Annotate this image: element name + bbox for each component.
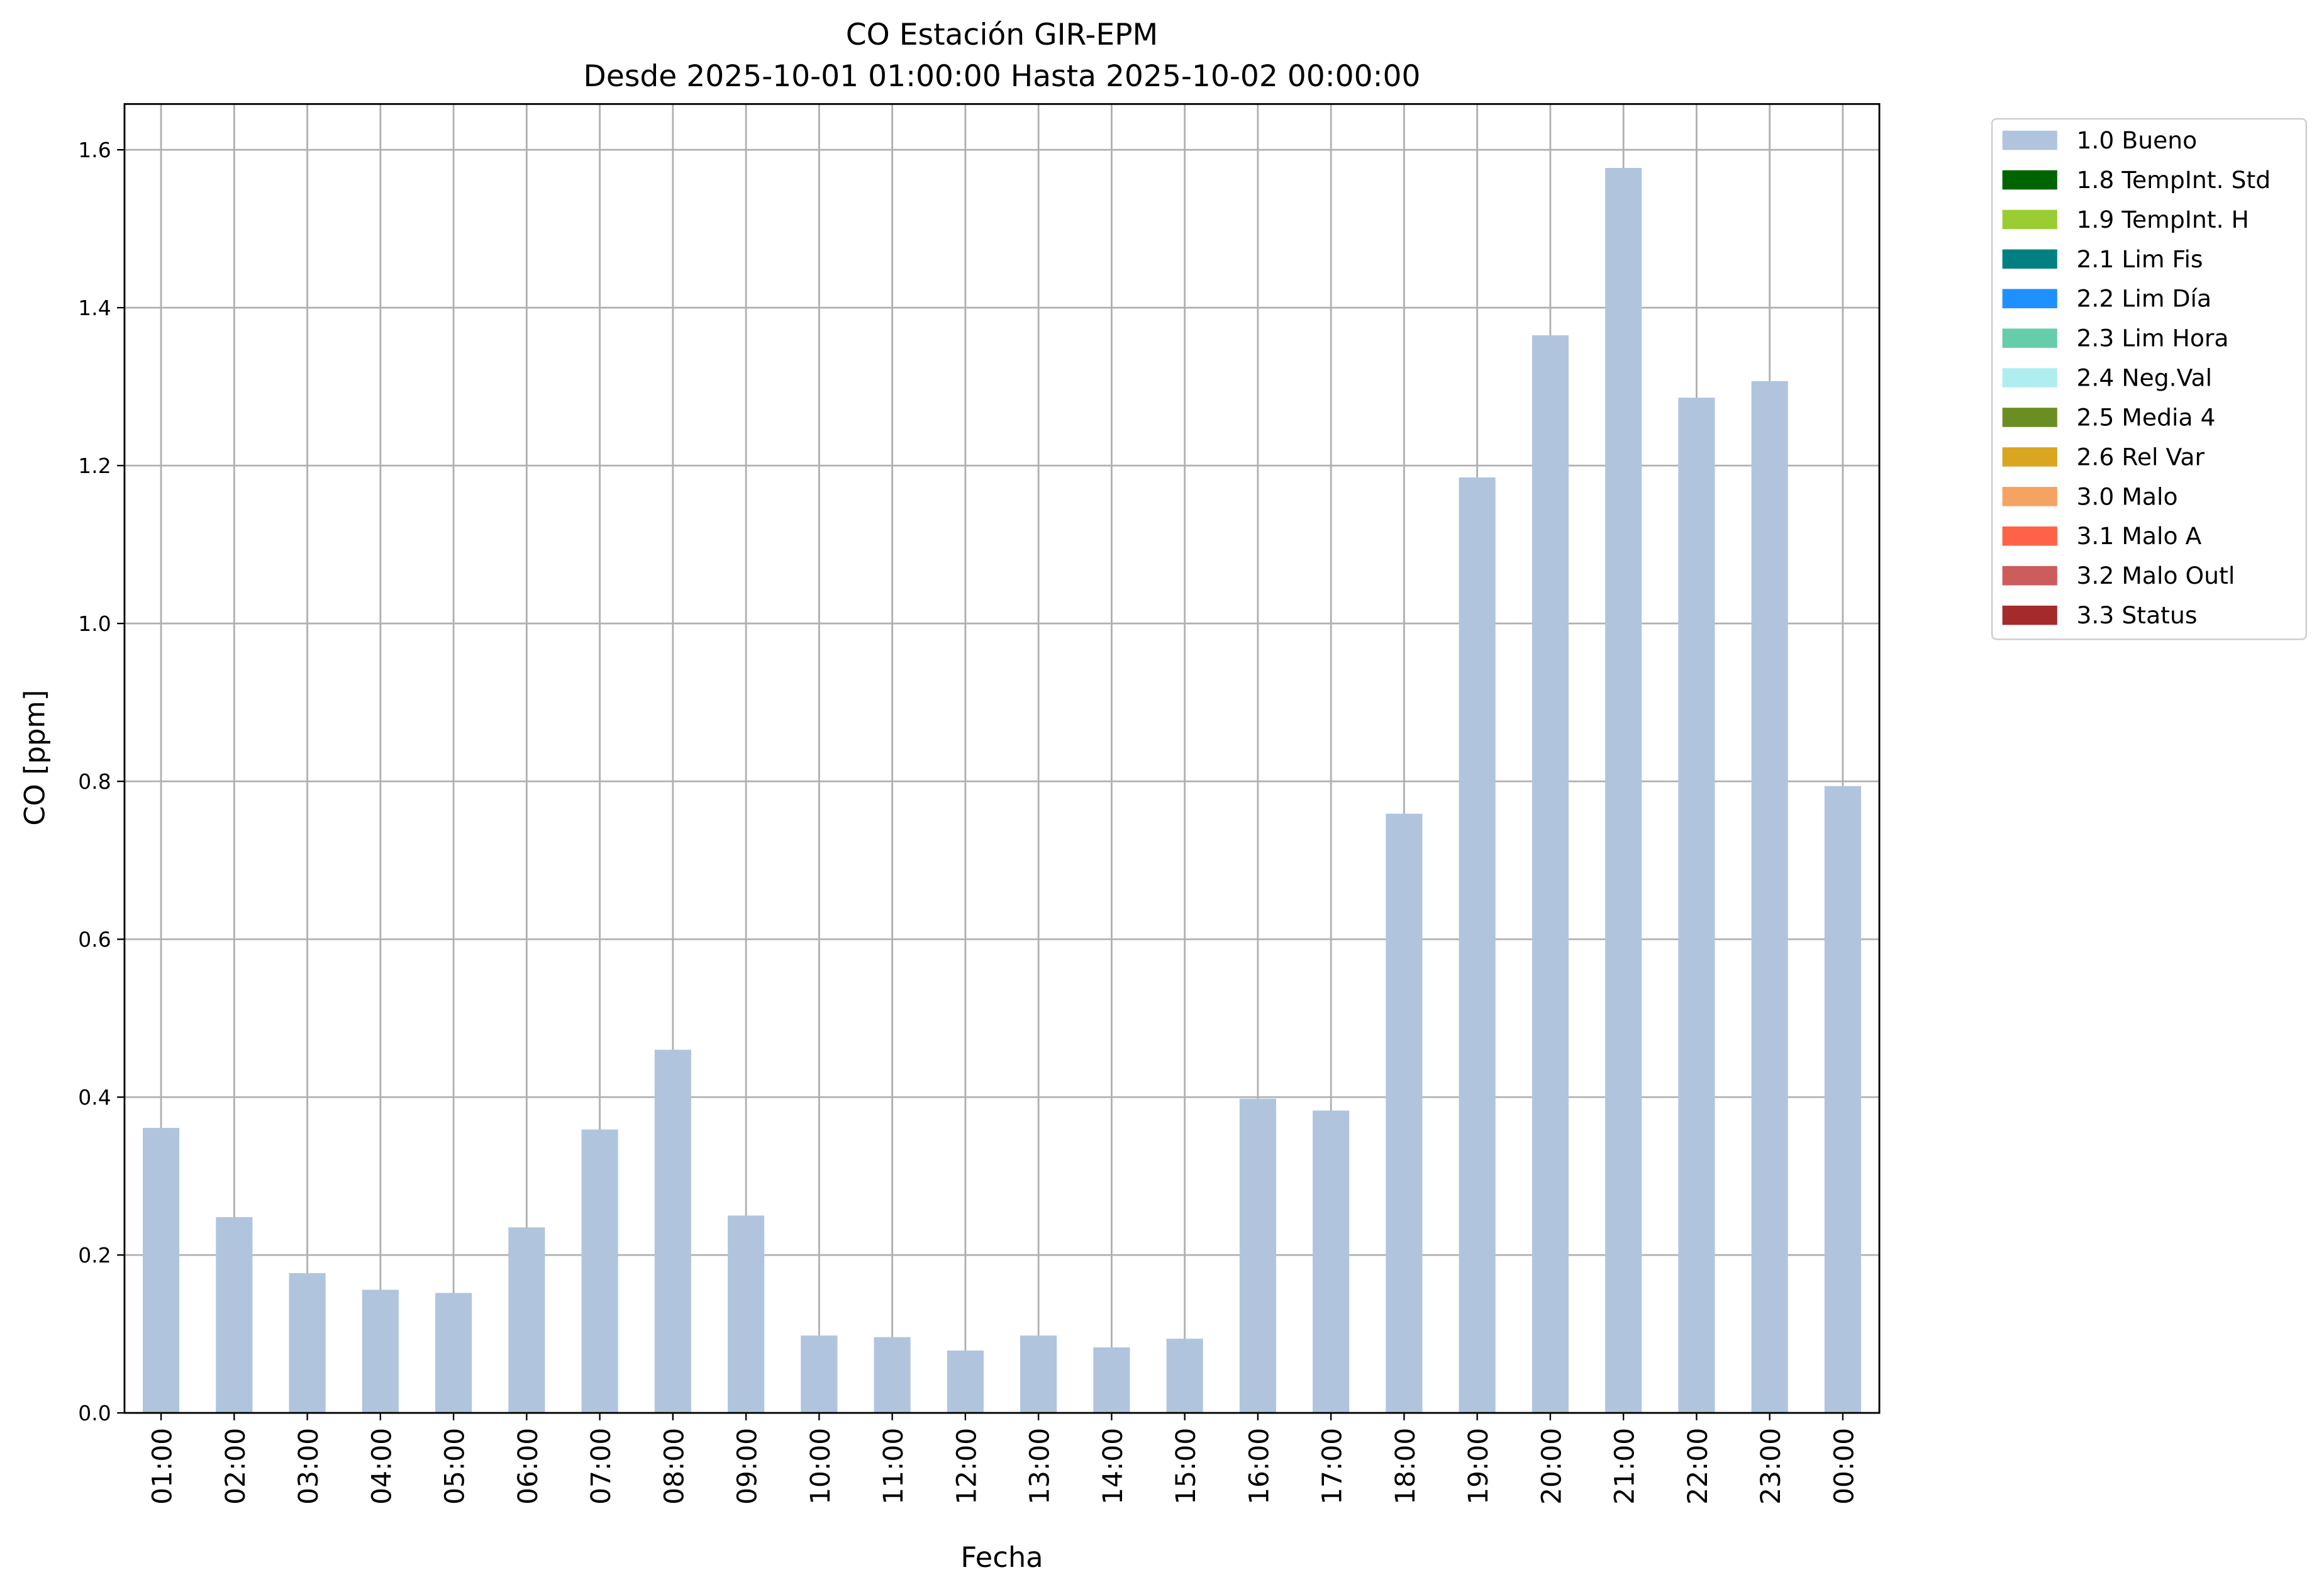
- x-tick-label: 18:00: [1391, 1428, 1421, 1505]
- x-tick-label: 02:00: [221, 1428, 252, 1505]
- y-tick-label: 1.0: [78, 611, 111, 636]
- legend-swatch: [2002, 170, 2057, 190]
- bar: [362, 1290, 399, 1413]
- legend-swatch: [2002, 130, 2057, 150]
- x-axis-label: Fecha: [960, 1541, 1043, 1574]
- x-tick-label: 07:00: [586, 1428, 617, 1505]
- x-tick-label: 05:00: [440, 1428, 471, 1505]
- chart-title: CO Estación GIR-EPM: [846, 18, 1158, 52]
- x-tick-label: 12:00: [952, 1428, 982, 1505]
- legend-label: 3.2 Malo Outl: [2076, 562, 2235, 589]
- legend-label: 3.3 Status: [2076, 601, 2197, 629]
- x-tick-label: 15:00: [1171, 1428, 1202, 1505]
- bar: [874, 1337, 911, 1413]
- x-tick-label: 17:00: [1318, 1428, 1348, 1505]
- x-tick-label: 11:00: [879, 1428, 909, 1505]
- legend-label: 1.9 TempInt. H: [2076, 206, 2249, 233]
- y-tick-label: 1.4: [78, 296, 111, 320]
- bar: [1532, 335, 1569, 1413]
- bar: [1678, 398, 1715, 1413]
- bar: [947, 1350, 984, 1413]
- bar: [1093, 1347, 1130, 1413]
- legend-swatch: [2002, 487, 2057, 506]
- y-tick-label: 0.2: [78, 1243, 111, 1268]
- x-tick-label: 16:00: [1244, 1428, 1275, 1505]
- bar: [581, 1129, 618, 1413]
- x-tick-label: 03:00: [294, 1428, 325, 1505]
- legend-swatch: [2002, 447, 2057, 467]
- y-tick-label: 1.2: [78, 454, 111, 478]
- legend-label: 2.3 Lim Hora: [2076, 325, 2228, 352]
- plot-frame: [123, 103, 1881, 1414]
- x-tick-label: 14:00: [1098, 1428, 1129, 1505]
- legend-label: 1.0 Bueno: [2076, 126, 2197, 154]
- legend-label: 2.5 Media 4: [2076, 403, 2215, 431]
- y-tick-label: 0.8: [78, 769, 111, 794]
- bar: [508, 1227, 545, 1413]
- bar: [1020, 1335, 1057, 1413]
- x-tick-label: 21:00: [1610, 1428, 1641, 1505]
- legend: 1.0 Bueno 1.8 TempInt. Std 1.9 TempInt. H 2…: [1991, 118, 2307, 640]
- legend-swatch: [2002, 328, 2057, 348]
- x-tick-label: 10:00: [806, 1428, 837, 1505]
- legend-swatch: [2002, 368, 2057, 387]
- legend-swatch: [2002, 605, 2057, 625]
- legend-swatch: [2002, 249, 2057, 269]
- y-tick-label: 1.6: [78, 138, 111, 162]
- x-tick-label: 19:00: [1464, 1428, 1494, 1505]
- legend-label: 2.6 Rel Var: [2076, 443, 2204, 471]
- bar: [654, 1049, 691, 1413]
- legend-label: 1.8 TempInt. Std: [2076, 166, 2271, 194]
- legend-label: 3.1 Malo A: [2076, 522, 2201, 550]
- bar: [728, 1215, 765, 1413]
- x-tick-label: 01:00: [148, 1428, 179, 1505]
- legend-label: 2.2 Lim Día: [2076, 285, 2211, 313]
- x-tick-label: 20:00: [1537, 1428, 1567, 1505]
- x-tick-label: 08:00: [659, 1428, 690, 1505]
- bar: [216, 1217, 253, 1413]
- bar: [1386, 813, 1423, 1413]
- x-tick-label: 09:00: [733, 1428, 764, 1505]
- x-tick-label: 13:00: [1025, 1428, 1056, 1505]
- legend-swatch: [2002, 566, 2057, 586]
- x-tick-label: 00:00: [1829, 1428, 1860, 1505]
- bar: [289, 1273, 326, 1413]
- legend-frame: [1991, 118, 2307, 640]
- bars: [143, 167, 1861, 1413]
- bar: [435, 1293, 472, 1413]
- bar: [1824, 786, 1861, 1413]
- y-tick-label: 0.0: [78, 1401, 111, 1425]
- bar: [1239, 1098, 1276, 1413]
- bar: [1313, 1110, 1350, 1413]
- legend-swatch: [2002, 526, 2057, 546]
- legend-swatch: [2002, 408, 2057, 427]
- x-tick-label: 04:00: [367, 1428, 398, 1505]
- axes: 0.0 0.2 0.4 0.6 0.8 1.0 1.2 1.4 1.6 01:00 02:00 03:…: [78, 103, 1881, 1505]
- bar: [143, 1128, 180, 1413]
- bar: [1751, 381, 1788, 1413]
- legend-label: 3.0 Malo: [2076, 482, 2177, 510]
- bar: [1605, 167, 1642, 1413]
- legend-label: 2.1 Lim Fis: [2076, 245, 2203, 273]
- legend-swatch: [2002, 289, 2057, 309]
- x-tick-label: 06:00: [513, 1428, 544, 1505]
- bar: [1459, 477, 1496, 1413]
- x-tick-label: 22:00: [1683, 1428, 1714, 1505]
- x-tick-label: 23:00: [1756, 1428, 1787, 1505]
- legend-label: 2.4 Neg.Val: [2076, 364, 2212, 392]
- y-axis-label: CO [ppm]: [18, 690, 52, 826]
- legend-swatch: [2002, 209, 2057, 230]
- y-tick-label: 0.4: [78, 1085, 111, 1110]
- bar: [801, 1335, 838, 1413]
- y-tick-label: 0.6: [78, 927, 111, 952]
- chart-subtitle: Desde 2025-10-01 01:00:00 Hasta 2025-10-…: [584, 59, 1421, 94]
- bar: [1166, 1339, 1203, 1413]
